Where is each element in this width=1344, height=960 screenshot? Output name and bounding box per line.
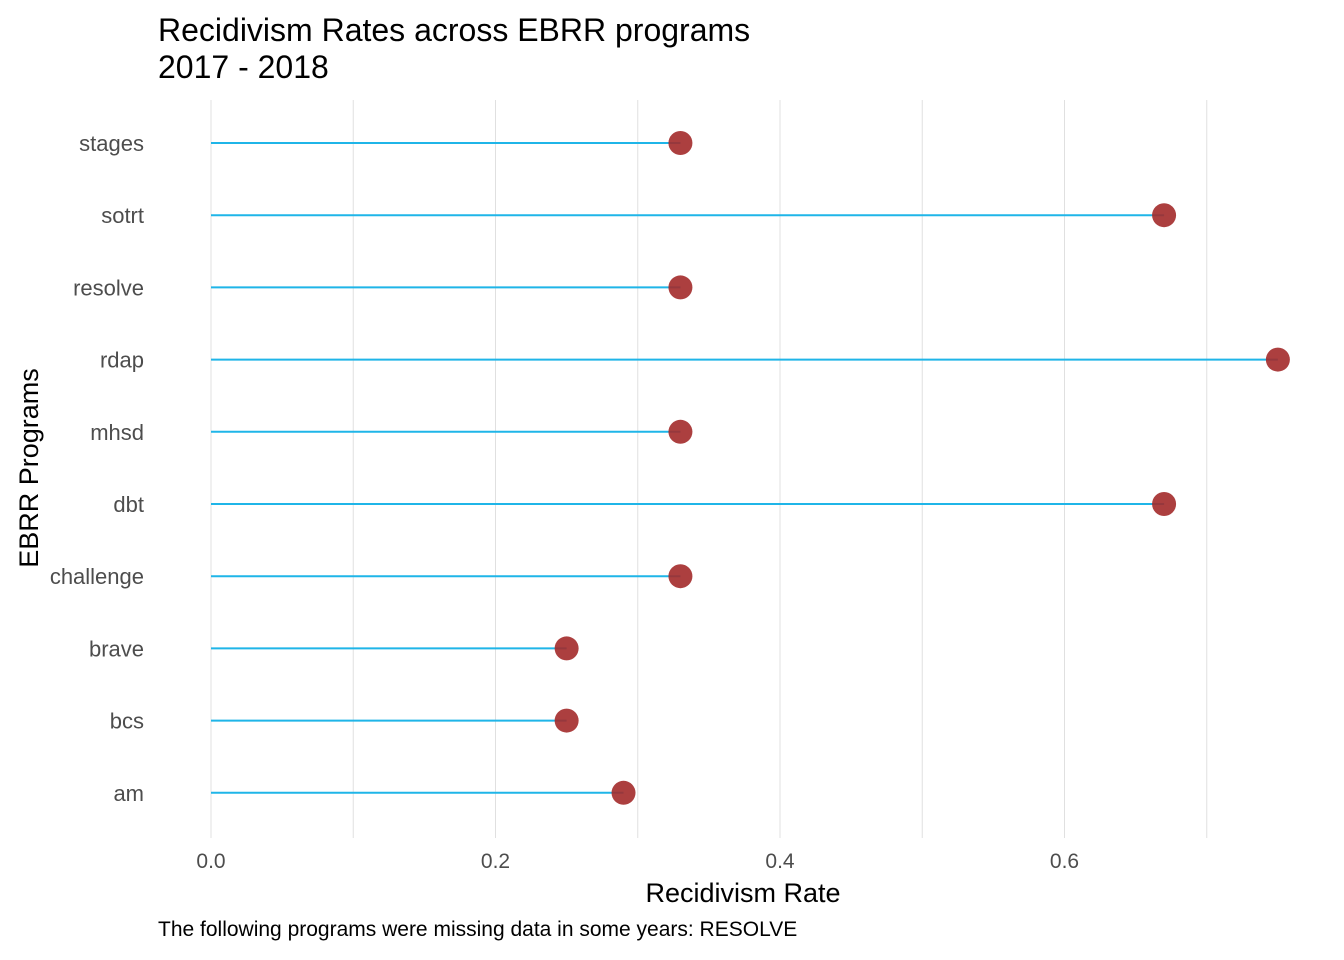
x-tick-label: 0.2 <box>481 850 510 873</box>
grid-layer <box>210 100 1208 838</box>
y-tick-label: stages <box>79 131 144 156</box>
y-tick-label: sotrt <box>101 203 144 228</box>
point-bcs <box>554 708 579 733</box>
point-dbt <box>1152 492 1177 516</box>
point-mhsd <box>668 419 693 444</box>
y-tick-labels: am bcs brave challenge dbt mhsd rdap resolve sot… <box>50 131 144 806</box>
x-tick-label: 0.4 <box>765 850 795 873</box>
chart-title: Recidivism Rates across EBRR programs <box>158 12 751 48</box>
point-resolve <box>668 275 693 300</box>
point-rdap <box>1265 347 1290 372</box>
x-tick-label: 0.0 <box>196 850 225 873</box>
y-axis-label: EBRR Programs <box>14 368 44 568</box>
point-layer <box>554 131 1290 805</box>
y-tick-label: rdap <box>100 348 144 373</box>
y-tick-label: challenge <box>50 564 144 589</box>
x-tick-label: 0.6 <box>1050 850 1079 873</box>
y-tick-label: brave <box>89 636 144 661</box>
x-tick-labels: 0.0 0.2 0.4 0.6 <box>196 850 1079 873</box>
y-tick-label: am <box>113 781 144 806</box>
chart-subtitle: 2017 - 2018 <box>158 49 329 85</box>
stem-layer <box>211 142 1278 794</box>
point-sotrt <box>1152 203 1177 228</box>
y-tick-label: resolve <box>73 275 144 300</box>
y-tick-label: bcs <box>110 709 144 734</box>
point-am <box>611 780 636 805</box>
y-tick-label: mhsd <box>90 420 144 445</box>
point-stages <box>668 131 693 155</box>
point-brave <box>554 636 579 661</box>
x-axis-label: Recidivism Rate <box>645 878 840 908</box>
y-tick-label: dbt <box>113 492 144 517</box>
point-challenge <box>668 564 693 589</box>
chart-caption: The following programs were missing data… <box>158 918 798 941</box>
